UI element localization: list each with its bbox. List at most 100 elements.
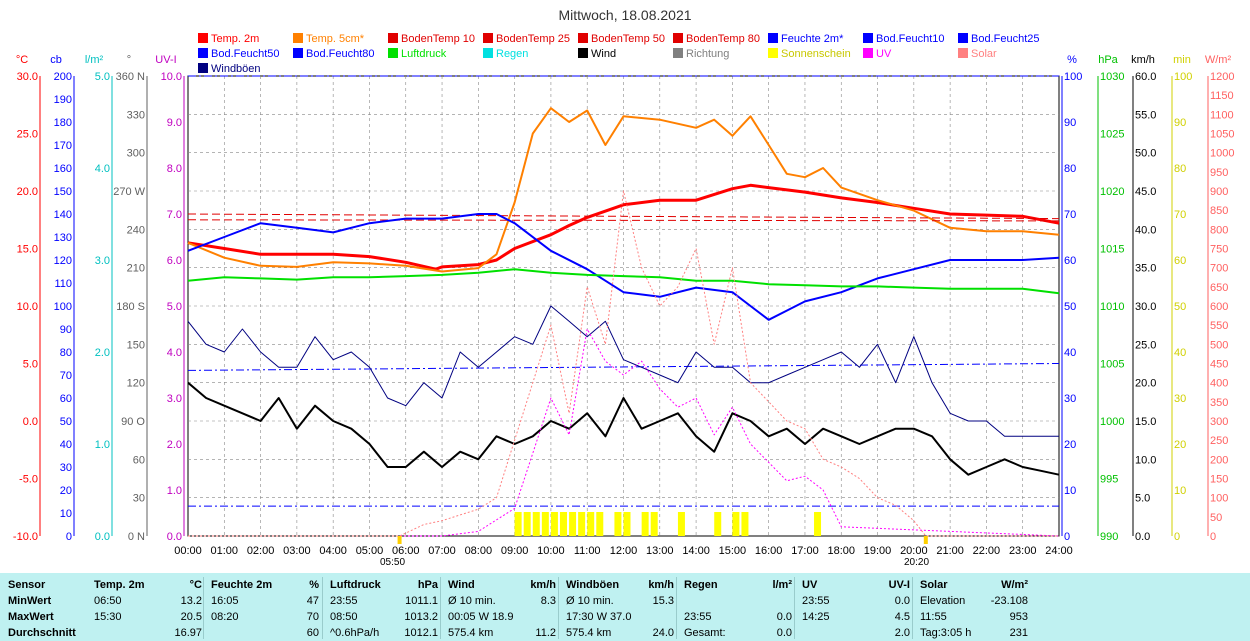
axis-tick-label: 130 xyxy=(54,232,72,244)
axis-tick-label: 180 xyxy=(54,117,72,129)
sunshine-bar xyxy=(541,512,549,536)
legend-label: Solar xyxy=(971,48,997,60)
axis-unit-label: km/h xyxy=(1131,54,1155,66)
sunshine-bar xyxy=(523,512,531,536)
x-tick-label: 23:00 xyxy=(1009,545,1037,557)
stats-divider xyxy=(440,577,441,639)
stats-cell: 15:30 xyxy=(94,611,122,623)
axis-tick-label: 450 xyxy=(1210,359,1228,371)
axis-tick-label: 400 xyxy=(1210,378,1228,390)
axis-tick-label: 500 xyxy=(1210,339,1228,351)
sunshine-bar xyxy=(514,512,522,536)
sunshine-bar xyxy=(814,512,822,536)
axis-tick-label: 40 xyxy=(1064,347,1076,359)
stats-cell: MinWert xyxy=(8,595,52,607)
stats-cell: 16.97 xyxy=(174,627,202,639)
sunshine-bar xyxy=(732,512,740,536)
legend-swatch xyxy=(293,33,303,43)
axis-tick-label: 20 xyxy=(1064,439,1076,451)
x-axis-ticks: 00:00 01:00 02:00 03:00 04:00 05:00 06:00 07:00… xyxy=(174,545,1073,557)
stats-cell: Temp. 2m xyxy=(94,579,145,591)
stats-cell: 13.2 xyxy=(180,595,202,607)
axis-unit-label: hPa xyxy=(1098,54,1118,66)
legend-label: Temp. 2m xyxy=(211,33,259,45)
axis-tick-label: 110 xyxy=(54,278,72,290)
axis-tick-label: 0 N xyxy=(128,531,145,543)
axis-tick-label: 15.0 xyxy=(17,244,38,256)
axis-tick-label: 350 xyxy=(1210,397,1228,409)
sunshine-bar xyxy=(550,512,558,536)
stats-divider xyxy=(676,577,677,639)
axis-tick-label: 10.0 xyxy=(17,301,38,313)
x-tick-label: 11:00 xyxy=(574,545,601,557)
legend-label: Bod.Feucht50 xyxy=(211,48,280,60)
axis-tick-label: 25.0 xyxy=(1135,339,1156,351)
stats-cell: km/h xyxy=(648,579,674,591)
stats-cell: -23.108 xyxy=(990,595,1028,607)
axis-tick-label: 30.0 xyxy=(17,71,38,83)
axis-tick-label: 1030 xyxy=(1100,71,1124,83)
stats-cell: 16:05 xyxy=(211,595,239,607)
axis-tick-label: 5.0 xyxy=(95,71,110,83)
axis-tick-label: 200 xyxy=(54,71,72,83)
stats-cell: 0.0 xyxy=(776,627,792,639)
axis-tick-label: 7.0 xyxy=(167,209,182,221)
stats-cell: 23:55 xyxy=(802,595,830,607)
stats-cell: Ø 10 min. xyxy=(566,595,614,607)
x-tick-label: 21:00 xyxy=(936,545,964,557)
sunrise-label: 05:50 xyxy=(380,557,405,568)
x-tick-label: 07:00 xyxy=(428,545,456,557)
sunshine-bar xyxy=(596,512,604,536)
axis-tick-label: 70 xyxy=(60,370,72,382)
axis-tick-label: 20 xyxy=(1174,439,1186,451)
stats-cell: 2.0 xyxy=(894,627,910,639)
axis-tick-label: 10 xyxy=(1064,485,1076,497)
stats-cell: 24.0 xyxy=(652,627,674,639)
sunshine-bar xyxy=(578,512,586,536)
axis-tick-label: 1150 xyxy=(1210,90,1234,102)
axis-tick-label: 200 xyxy=(1210,454,1228,466)
chart-series xyxy=(187,75,1060,544)
axis-tick-label: 10 xyxy=(1174,485,1186,497)
axis-tick-label: 3.0 xyxy=(167,393,182,405)
chart-axes: °C 30.0 25.0 20.0 15.0 10.0 5.0 0.0 -5.0 -10.0 cb 2… xyxy=(13,54,1235,543)
axis-tick-label: 35.0 xyxy=(1135,263,1156,275)
series-line xyxy=(187,213,1060,321)
axis-tick-label: 1100 xyxy=(1210,109,1234,121)
stats-cell: 1013.2 xyxy=(404,611,438,623)
x-tick-label: 02:00 xyxy=(247,545,275,557)
legend-swatch xyxy=(768,33,778,43)
axis-tick-label: 30 xyxy=(1174,393,1186,405)
x-tick-label: 01:00 xyxy=(211,545,239,557)
axis-tick-label: 60 xyxy=(60,393,72,405)
x-tick-label: 16:00 xyxy=(755,545,783,557)
stats-cell: 0.0 xyxy=(894,595,910,607)
axis-tick-label: 550 xyxy=(1210,320,1228,332)
axis-tick-label: 80 xyxy=(1064,163,1076,175)
stats-cell: Durchschnitt xyxy=(8,627,76,639)
axis-tick-label: 300 xyxy=(127,148,145,160)
axis-tick-label: 800 xyxy=(1210,224,1228,236)
stats-cell: % xyxy=(309,579,319,591)
axis-tick-label: 50 xyxy=(1174,301,1186,313)
stats-cell: 4.5 xyxy=(894,611,910,623)
axis-tick-label: 30 xyxy=(60,462,72,474)
sunshine-bar xyxy=(677,512,685,536)
x-tick-label: 22:00 xyxy=(973,545,1001,557)
weather-chart: Mittwoch, 18.08.2021 Temp. 2m Temp. 5cm* B… xyxy=(13,7,1235,568)
legend-swatch xyxy=(863,48,873,58)
x-tick-label: 08:00 xyxy=(465,545,493,557)
stats-cell: Windböen xyxy=(566,579,620,591)
axis-unit-label: UV-I xyxy=(155,54,176,66)
x-tick-label: 20:00 xyxy=(900,545,928,557)
sunshine-bar xyxy=(532,512,540,536)
axis-tick-label: 240 xyxy=(127,224,145,236)
x-tick-label: 05:00 xyxy=(356,545,384,557)
axis-tick-label: 100 xyxy=(54,301,72,313)
axis-tick-label: 170 xyxy=(54,140,72,152)
axis-tick-label: 5.0 xyxy=(23,359,38,371)
stats-cell: W/m² xyxy=(1001,579,1028,591)
stats-divider xyxy=(322,577,323,639)
stats-cell: 575.4 km xyxy=(448,627,494,639)
sunshine-bar xyxy=(587,512,595,536)
